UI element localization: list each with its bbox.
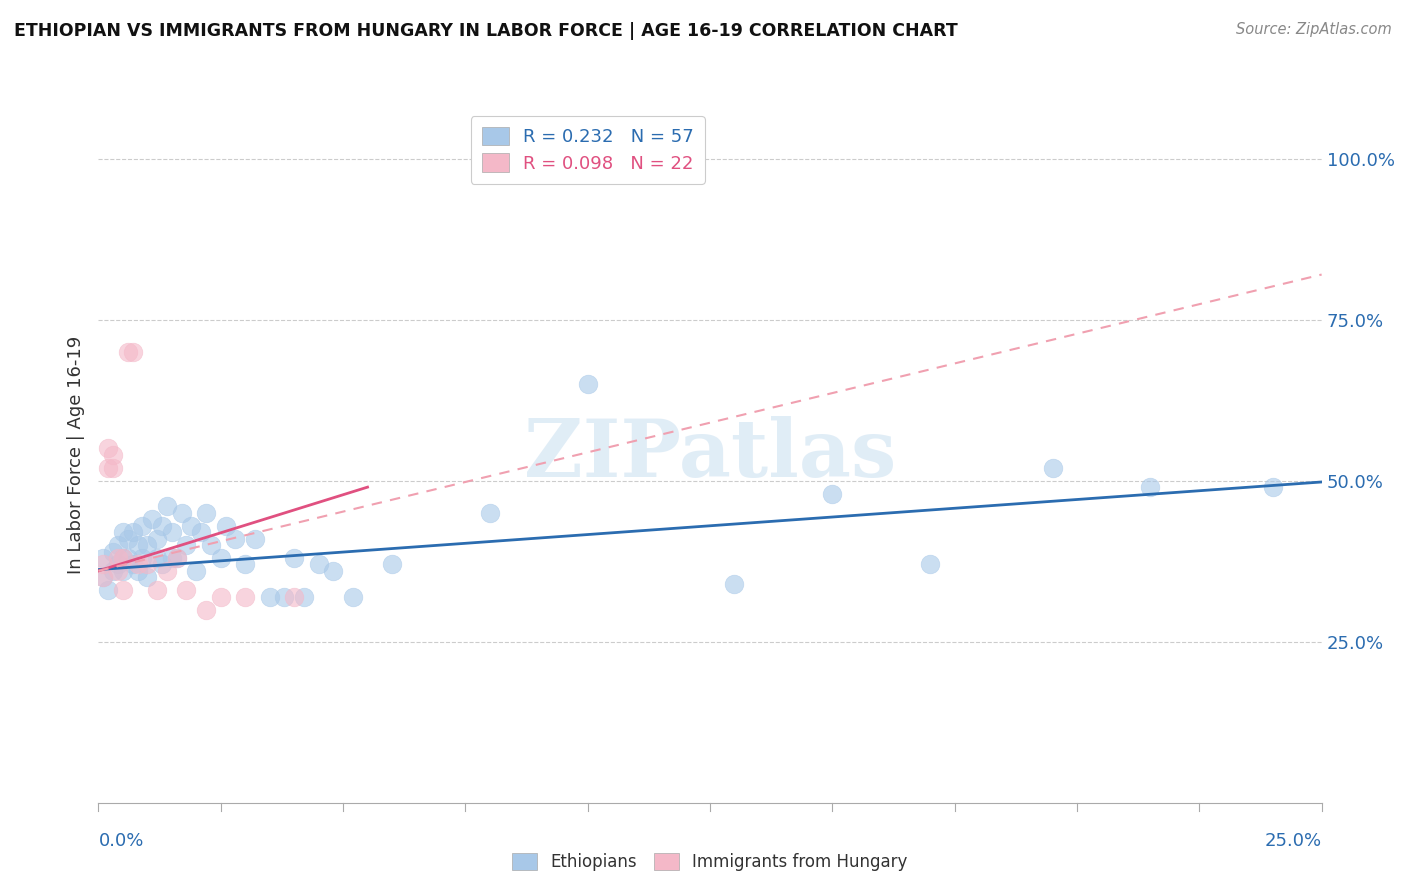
Point — [283, 551, 305, 566]
Point — [91, 551, 114, 566]
Point — [127, 538, 149, 552]
Point — [209, 551, 232, 566]
Point — [233, 558, 256, 572]
Point — [273, 590, 295, 604]
Point — [91, 570, 114, 584]
Text: 0.0%: 0.0% — [98, 831, 143, 850]
Point — [170, 506, 193, 520]
Text: ETHIOPIAN VS IMMIGRANTS FROM HUNGARY IN LABOR FORCE | AGE 16-19 CORRELATION CHAR: ETHIOPIAN VS IMMIGRANTS FROM HUNGARY IN … — [14, 22, 957, 40]
Point — [127, 564, 149, 578]
Point — [160, 525, 183, 540]
Point — [150, 518, 173, 533]
Point — [186, 564, 208, 578]
Point — [111, 551, 134, 566]
Point — [224, 532, 246, 546]
Point — [101, 564, 124, 578]
Point — [156, 564, 179, 578]
Point — [111, 551, 134, 566]
Point — [243, 532, 266, 546]
Point — [97, 583, 120, 598]
Point — [821, 486, 844, 500]
Point — [156, 500, 179, 514]
Point — [1042, 460, 1064, 475]
Point — [342, 590, 364, 604]
Legend: Ethiopians, Immigrants from Hungary: Ethiopians, Immigrants from Hungary — [506, 847, 914, 878]
Point — [101, 460, 124, 475]
Point — [146, 532, 169, 546]
Point — [121, 558, 143, 572]
Point — [107, 558, 129, 572]
Point — [97, 442, 120, 456]
Point — [209, 590, 232, 604]
Point — [576, 377, 599, 392]
Point — [166, 551, 188, 566]
Point — [478, 506, 501, 520]
Point — [1139, 480, 1161, 494]
Point — [160, 551, 183, 566]
Point — [723, 576, 745, 591]
Point — [200, 538, 222, 552]
Point — [107, 538, 129, 552]
Point — [107, 564, 129, 578]
Point — [117, 344, 139, 359]
Point — [111, 525, 134, 540]
Point — [180, 518, 202, 533]
Point — [176, 583, 198, 598]
Point — [121, 525, 143, 540]
Point — [97, 460, 120, 475]
Point — [146, 551, 169, 566]
Point — [136, 558, 159, 572]
Point — [146, 583, 169, 598]
Point — [195, 602, 218, 616]
Point — [127, 558, 149, 572]
Point — [322, 564, 344, 578]
Point — [195, 506, 218, 520]
Point — [292, 590, 315, 604]
Point — [131, 551, 153, 566]
Point — [308, 558, 330, 572]
Point — [190, 525, 212, 540]
Point — [259, 590, 281, 604]
Point — [214, 518, 236, 533]
Point — [283, 590, 305, 604]
Point — [101, 448, 124, 462]
Point — [111, 583, 134, 598]
Point — [117, 532, 139, 546]
Point — [136, 570, 159, 584]
Point — [381, 558, 404, 572]
Point — [141, 512, 163, 526]
Point — [117, 551, 139, 566]
Point — [101, 544, 124, 558]
Point — [166, 551, 188, 566]
Point — [136, 538, 159, 552]
Point — [920, 558, 942, 572]
Y-axis label: In Labor Force | Age 16-19: In Labor Force | Age 16-19 — [66, 335, 84, 574]
Point — [107, 551, 129, 566]
Point — [176, 538, 198, 552]
Point — [131, 518, 153, 533]
Text: 25.0%: 25.0% — [1264, 831, 1322, 850]
Point — [121, 344, 143, 359]
Text: Source: ZipAtlas.com: Source: ZipAtlas.com — [1236, 22, 1392, 37]
Point — [91, 570, 114, 584]
Point — [233, 590, 256, 604]
Point — [91, 558, 114, 572]
Point — [1261, 480, 1284, 494]
Point — [150, 558, 173, 572]
Point — [111, 564, 134, 578]
Text: ZIPatlas: ZIPatlas — [524, 416, 896, 494]
